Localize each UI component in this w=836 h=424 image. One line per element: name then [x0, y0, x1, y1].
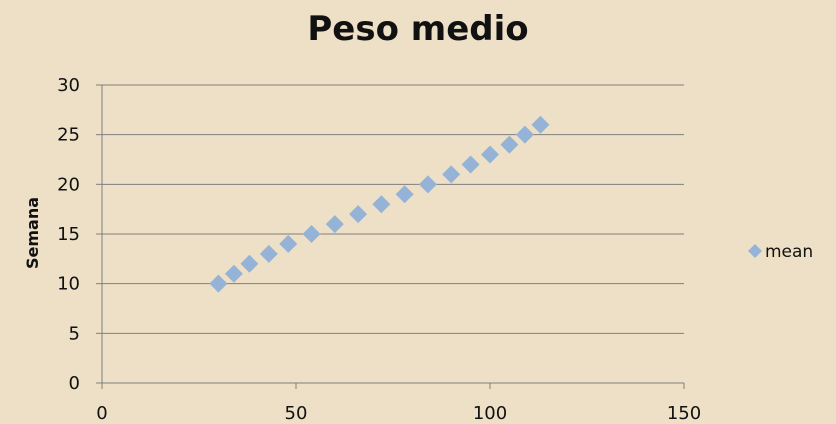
legend-label-mean: mean	[765, 242, 813, 262]
x-tick-label-100: 100	[473, 403, 507, 424]
data-point-12	[461, 155, 480, 174]
y-axis-label: Semana	[23, 197, 42, 269]
y-tick-labels: 0 5 10 15 20 25 30	[57, 75, 80, 394]
data-point-6	[325, 215, 344, 234]
chart-title: Peso medio	[307, 9, 528, 49]
y-tick-label-5: 5	[69, 323, 80, 344]
data-point-10	[418, 175, 437, 194]
data-point-0	[209, 274, 228, 293]
data-point-5	[302, 225, 321, 243]
data-point-7	[349, 205, 368, 224]
data-point-1	[224, 264, 243, 283]
y-tick-label-20: 20	[57, 174, 80, 195]
axes	[96, 84, 685, 389]
data-point-3	[259, 244, 278, 263]
series-mean-points	[209, 115, 550, 293]
data-point-4	[279, 234, 298, 253]
x-tick-label-150: 150	[667, 403, 701, 424]
data-point-16	[531, 115, 550, 134]
data-point-8	[372, 195, 391, 214]
y-tick-label-10: 10	[57, 274, 80, 295]
x-tick-label-0: 0	[96, 403, 107, 424]
data-point-15	[515, 125, 534, 144]
legend-marker-mean	[748, 244, 762, 258]
y-tick-label-15: 15	[57, 224, 80, 245]
x-tick-labels: 0 50 100 150	[96, 403, 701, 424]
gridlines	[102, 84, 684, 334]
data-point-11	[442, 165, 461, 184]
y-tick-label-25: 25	[57, 125, 80, 146]
data-point-14	[500, 135, 519, 154]
data-point-13	[481, 145, 499, 164]
y-tick-label-0: 0	[69, 373, 80, 394]
y-tick-label-30: 30	[57, 75, 80, 96]
data-point-9	[395, 185, 414, 204]
data-point-2	[240, 254, 259, 273]
x-tick-label-50: 50	[285, 403, 308, 424]
legend: mean	[748, 242, 813, 262]
